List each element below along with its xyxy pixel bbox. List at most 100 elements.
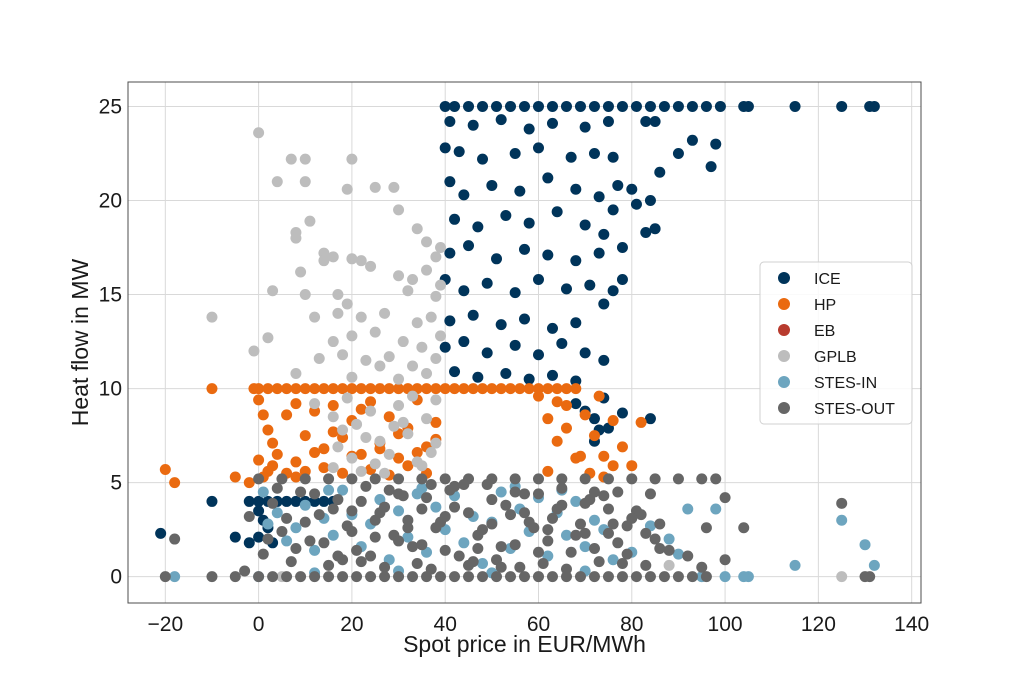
point-gplb (397, 416, 409, 428)
point-gplb (327, 336, 339, 348)
point-ice (579, 121, 591, 133)
y-tick-label: 25 (99, 95, 122, 118)
point-stes-out (365, 571, 377, 583)
point-gplb (379, 307, 391, 319)
point-stes-out (365, 550, 377, 562)
point-stes-in (458, 537, 470, 549)
point-stes-out (505, 571, 517, 583)
point-ice (519, 100, 530, 112)
point-ice (444, 247, 456, 259)
point-stes-out (332, 494, 344, 506)
point-gplb (313, 352, 325, 364)
point-gplb (430, 394, 442, 406)
point-stes-out (626, 473, 638, 485)
point-stes-out (351, 544, 363, 556)
point-hp (551, 383, 563, 395)
point-ice (616, 242, 628, 254)
point-ice (532, 273, 544, 285)
point-hp (327, 400, 339, 412)
point-stes-out (304, 535, 316, 547)
point-stes-out (407, 541, 419, 553)
point-gplb (425, 447, 437, 459)
point-ice (588, 413, 600, 425)
point-hp (598, 450, 610, 462)
point-gplb (369, 181, 381, 193)
point-ice (523, 217, 535, 229)
point-ice (458, 336, 470, 348)
point-stes-out (588, 542, 600, 554)
point-stes-out (542, 524, 554, 536)
point-stes-out (658, 571, 670, 583)
point-ice (546, 322, 558, 334)
point-gplb (435, 279, 447, 291)
point-ice (155, 527, 167, 539)
point-ice (588, 147, 600, 159)
point-hp (290, 471, 302, 483)
point-ice (519, 243, 530, 255)
point-ice (616, 273, 628, 285)
point-ice (570, 375, 582, 387)
point-ice (700, 100, 712, 112)
point-stes-out (295, 486, 307, 498)
point-gplb (332, 289, 344, 301)
point-stes-out (323, 559, 335, 571)
point-stes-out (346, 505, 358, 517)
point-hp (574, 450, 586, 462)
point-ice (463, 100, 475, 112)
point-hp (355, 448, 367, 460)
point-stes-out (574, 518, 586, 530)
point-stes-out (546, 512, 558, 524)
point-stes-out (239, 565, 251, 577)
point-stes-out (369, 473, 381, 485)
point-ice (556, 337, 568, 349)
point-stes-out (700, 571, 712, 583)
point-ice (598, 228, 610, 240)
point-hp (318, 462, 330, 474)
point-gplb (407, 390, 419, 402)
legend-label-ice: ICE (814, 271, 841, 288)
point-stes-out (696, 473, 708, 485)
legend-marker-stes-in (778, 376, 790, 388)
point-ice (602, 115, 614, 127)
point-stes-out (267, 497, 279, 509)
point-ice (318, 495, 330, 507)
point-ice (546, 100, 558, 112)
point-stes-in (271, 507, 283, 519)
point-stes-out (346, 526, 358, 538)
point-gplb (430, 251, 442, 263)
point-stes-out (355, 495, 367, 507)
point-stes-in (682, 503, 694, 515)
point-gplb (346, 330, 358, 342)
point-stes-in (719, 571, 731, 583)
point-stes-out (710, 473, 722, 485)
point-stes-out (309, 488, 321, 500)
point-hp (159, 463, 171, 475)
point-stes-in (836, 514, 848, 526)
point-gplb (262, 332, 274, 344)
point-hp (290, 398, 302, 410)
point-stes-out (159, 571, 171, 583)
point-ice (654, 166, 666, 178)
point-gplb (327, 251, 339, 263)
point-ice (616, 407, 628, 419)
y-axis-label: Heat flow in MW (67, 259, 93, 427)
point-ice (495, 319, 507, 331)
point-stes-out (449, 501, 461, 513)
point-stes-out (593, 556, 605, 568)
point-gplb (421, 236, 433, 248)
point-stes-out (416, 473, 428, 485)
point-hp (486, 383, 498, 395)
point-gplb (430, 290, 442, 302)
point-gplb (290, 232, 302, 244)
point-ice (472, 371, 484, 383)
point-gplb (421, 264, 433, 276)
point-ice (206, 495, 218, 507)
point-gplb (206, 311, 218, 323)
point-stes-out (360, 480, 372, 492)
point-stes-out (570, 529, 582, 541)
point-stes-out (519, 507, 530, 519)
point-gplb (369, 326, 381, 338)
point-ice (519, 313, 530, 325)
point-hp (430, 416, 442, 428)
point-stes-out (556, 482, 568, 494)
